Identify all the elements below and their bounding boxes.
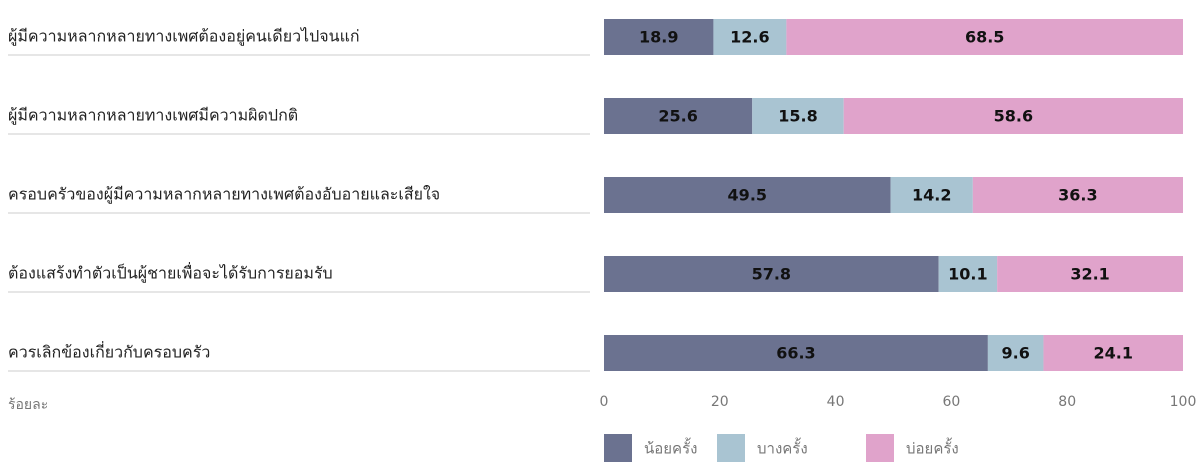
category-label: ผู้มีความหลากหลายทางเพศต้องอยู่คนเดียวไป… xyxy=(8,27,360,47)
bar-segment xyxy=(972,177,1183,213)
bar-segment xyxy=(786,19,1183,55)
legend-swatch xyxy=(717,434,745,462)
data-label: 32.1 xyxy=(1070,265,1109,284)
data-label: 25.6 xyxy=(658,107,697,126)
data-label: 12.6 xyxy=(730,28,769,47)
legend-swatch xyxy=(866,434,894,462)
bar-segment xyxy=(1043,335,1183,371)
data-label: 49.5 xyxy=(728,186,767,205)
bar-segment xyxy=(843,98,1183,134)
bar-segment xyxy=(604,256,939,292)
legend-label: น้อยครั้ง xyxy=(644,438,697,458)
bar-segment xyxy=(604,335,988,371)
x-tick-label: 0 xyxy=(600,394,609,410)
x-axis-label: ร้อยละ xyxy=(8,397,48,413)
category-label: ควรเลิกข้องเกี่ยวกับครอบครัว xyxy=(8,341,210,362)
x-tick-label: 100 xyxy=(1170,394,1197,410)
data-label: 15.8 xyxy=(778,107,817,126)
data-label: 68.5 xyxy=(965,28,1004,47)
data-label: 58.6 xyxy=(994,107,1033,126)
bar-segment xyxy=(604,19,714,55)
data-label: 24.1 xyxy=(1093,344,1132,363)
legend-label: บ่อยครั้ง xyxy=(906,438,959,458)
bar-segment xyxy=(604,177,891,213)
category-label: ครอบครัวของผู้มีความหลากหลายทางเพศต้องอั… xyxy=(8,185,440,205)
category-label: ต้องแสร้งทำตัวเป็นผู้ชายเพื่อจะได้รับการ… xyxy=(8,262,333,284)
data-label: 36.3 xyxy=(1058,186,1097,205)
data-label: 14.2 xyxy=(912,186,951,205)
x-tick-label: 20 xyxy=(711,394,729,410)
data-label: 57.8 xyxy=(752,265,791,284)
data-label: 9.6 xyxy=(1001,344,1029,363)
legend-swatch xyxy=(604,434,632,462)
bar-segment xyxy=(997,256,1183,292)
bar-segment xyxy=(890,177,973,213)
data-label: 66.3 xyxy=(776,344,815,363)
bar-segment xyxy=(713,19,787,55)
x-tick-label: 60 xyxy=(942,394,960,410)
x-tick-label: 40 xyxy=(827,394,845,410)
data-label: 10.1 xyxy=(948,265,987,284)
bar-segment xyxy=(752,98,844,134)
x-tick-label: 80 xyxy=(1058,394,1076,410)
category-label: ผู้มีความหลากหลายทางเพศมีความผิดปกติ xyxy=(8,106,298,126)
data-label: 18.9 xyxy=(639,28,678,47)
bar-segment xyxy=(938,256,998,292)
legend-label: บางครั้ง xyxy=(757,438,808,458)
bar-segment xyxy=(987,335,1044,371)
bar-segment xyxy=(604,98,753,134)
